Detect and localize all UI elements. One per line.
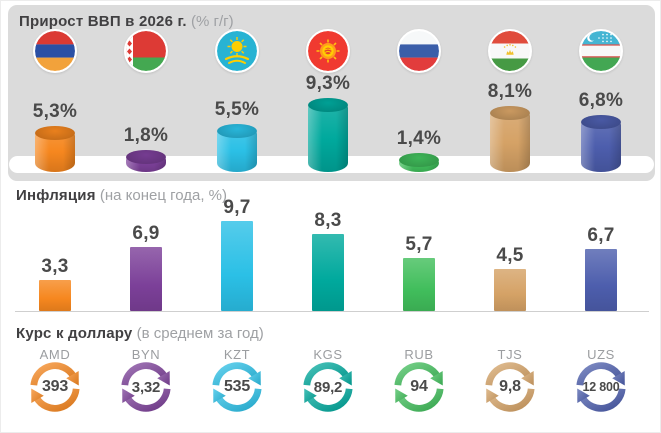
gdp-cylinder-kazakhstan [217,124,257,172]
gdp-value-belarus: 1,8% [123,125,169,146]
gdp-cylinder-uzbekistan [581,115,621,172]
gdp-cylinder-top-armenia [35,126,75,140]
gdp-value-russia: 1,4% [396,128,442,149]
currency-code-amd: AMD [39,347,71,362]
gdp-cylinder-top-russia [399,153,439,167]
flag-kazakhstan-icon [215,29,259,73]
fx-rate-byn: 3,32 [131,378,161,396]
fx-cycle-icon-amd: 393 [26,358,84,416]
inflation-bar-belarus [130,247,162,311]
fx-rate-kgs: 89,2 [313,378,343,396]
gdp-title-subtitle: (% г/г) [190,13,234,30]
inflation-value-russia: 5,7 [405,234,433,255]
gdp-cylinder-kyrgyzstan [308,98,348,172]
inflation-bar-russia [403,258,435,311]
gdp-value-tajikistan: 8,1% [487,81,533,102]
currency-code-kzt: KZT [223,347,251,362]
inflation-title-text: Инфляция [16,187,96,204]
currency-code-tjs: TJS [497,347,523,362]
gdp-value-uzbekistan: 6,8% [578,90,624,111]
fx-rate-uzs: 12 800 [582,380,620,394]
fx-cycle-icon-kzt: 535 [208,358,266,416]
inflation-value-belarus: 6,9 [132,223,160,244]
gdp-value-kazakhstan: 5,5% [214,99,260,120]
inflation-bar-tajikistan [494,269,526,311]
currency-code-uzs: UZS [587,347,615,362]
inflation-value-tajikistan: 4,5 [496,245,524,266]
flag-armenia-icon [33,29,77,73]
flag-belarus-icon [124,29,168,73]
fx-rate-rub: 94 [410,378,428,395]
flag-kyrgyzstan-icon [306,29,350,73]
fx-cycle-icon-kgs: 89,2 [299,358,357,416]
currency-code-kgs: KGS [313,347,343,362]
fx-title-text: Курс к доллару [16,325,133,342]
gdp-cylinder-belarus [126,150,166,172]
inflation-value-armenia: 3,3 [41,256,69,277]
gdp-value-kyrgyzstan: 9,3% [305,73,351,94]
currency-code-rub: RUB [404,347,434,362]
currency-code-byn: BYN [131,347,161,362]
flag-russia-icon [397,29,441,73]
inflation-title-subtitle: (на конец года, %) [99,187,228,204]
gdp-cylinder-top-tajikistan [490,106,530,120]
fx-rate-amd: 393 [41,378,69,395]
inflation-value-kyrgyzstan: 8,3 [314,210,342,231]
gdp-cylinder-armenia [35,126,75,172]
fx-title-subtitle: (в среднем за год) [136,325,264,342]
flag-uzbekistan-icon [579,29,623,73]
gdp-cylinder-top-kyrgyzstan [308,98,348,112]
gdp-title-text: Прирост ВВП в 2026 г. [19,13,187,30]
gdp-section-title: Прирост ВВП в 2026 г. (% г/г) [19,13,234,30]
fx-rate-tjs: 9,8 [499,378,521,395]
fx-cycle-icon-byn: 3,32 [117,358,175,416]
inflation-value-kazakhstan: 9,7 [223,197,251,218]
inflation-section-title: Инфляция (на конец года, %) [16,187,227,204]
fx-cycle-icon-tjs: 9,8 [481,358,539,416]
inflation-axis-baseline [15,311,649,312]
fx-cycle-icon-rub: 94 [390,358,448,416]
inflation-bar-kazakhstan [221,221,253,311]
gdp-cylinder-tajikistan [490,106,530,172]
fx-rate-kzt: 535 [223,378,251,395]
flag-tajikistan-icon [488,29,532,73]
gdp-cylinder-russia [399,153,439,172]
gdp-cylinder-top-belarus [126,150,166,164]
gdp-value-armenia: 5,3% [32,101,78,122]
gdp-cylinder-top-uzbekistan [581,115,621,129]
fx-section-title: Курс к доллару (в среднем за год) [16,325,264,342]
inflation-bar-kyrgyzstan [312,234,344,311]
inflation-bar-armenia [39,280,71,311]
inflation-bar-uzbekistan [585,249,617,311]
inflation-value-uzbekistan: 6,7 [587,225,615,246]
gdp-cylinder-top-kazakhstan [217,124,257,138]
fx-cycle-icon-uzs: 12 800 [572,358,630,416]
